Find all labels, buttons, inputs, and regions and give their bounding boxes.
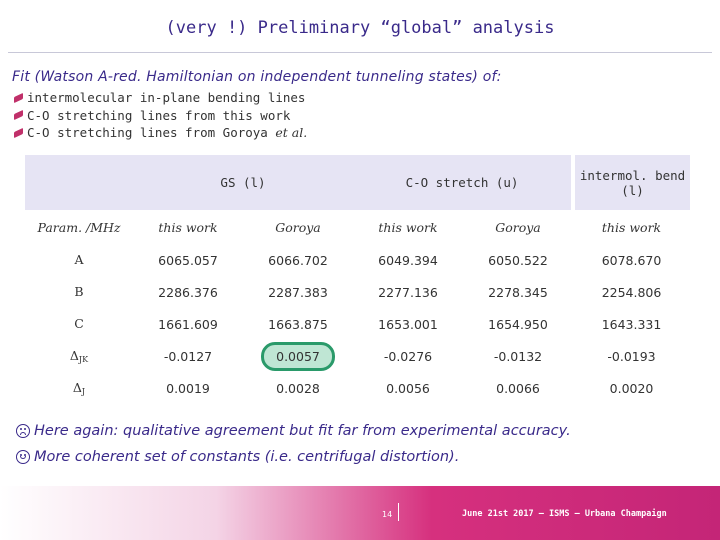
table-row: ΔJK -0.0127 0.0057 -0.0276 -0.0132 -0.01… xyxy=(25,340,690,372)
remark-sad-text: Here again: qualitative agreement but fi… xyxy=(34,423,571,439)
header-blank-cell xyxy=(25,155,133,210)
bullet-text: intermolecular in-plane bending lines xyxy=(27,90,306,106)
remark-sad: Here again: qualitative agreement but fi… xyxy=(16,423,571,439)
bullet-text: C-O stretching lines from this work xyxy=(27,107,291,123)
bullet-item: C-O stretching lines from Goroya et al. xyxy=(14,124,307,142)
title-divider xyxy=(8,52,712,53)
table-cell: -0.0193 xyxy=(607,348,656,364)
sub-header-cell: Param. /MHz xyxy=(37,219,121,235)
table-cell: 2287.383 xyxy=(268,284,328,300)
table-row: A 6065.057 6066.702 6049.394 6050.522 60… xyxy=(25,244,690,276)
sub-header-cell: Goroya xyxy=(275,219,321,235)
highlighted-value: 0.0057 xyxy=(261,341,335,371)
slide-title: (very !) Preliminary “global” analysis xyxy=(165,18,555,38)
table-cell: 6066.702 xyxy=(268,252,328,268)
param-name: B xyxy=(74,284,84,299)
table-cell: 1643.331 xyxy=(601,316,662,332)
sub-header-cell: this work xyxy=(378,219,438,235)
happy-face-icon xyxy=(16,450,30,464)
bullet-item: C-O stretching lines from this work xyxy=(14,107,307,125)
bullet-icon xyxy=(14,127,23,138)
remark-happy-text: More coherent set of constants (i.e. cen… xyxy=(34,449,460,465)
footer-band xyxy=(0,486,720,540)
header-co-stretch: C-O stretch (u) xyxy=(353,155,574,210)
table-cell: 1663.875 xyxy=(268,316,328,332)
table-cell: 6065.057 xyxy=(158,252,218,268)
table-cell: 0.0020 xyxy=(609,380,654,396)
table-row: B 2286.376 2287.383 2277.136 2278.345 22… xyxy=(25,276,690,308)
bullet-list: intermolecular in-plane bending lines C-… xyxy=(14,89,307,142)
bullet-icon xyxy=(14,110,23,121)
parameters-table: GS (l) C-O stretch (u) intermol. bend (l… xyxy=(25,155,691,404)
table-cell: 0.0066 xyxy=(496,380,540,396)
header-intermol-bend: intermol. bend (l) xyxy=(571,155,691,210)
remark-happy: More coherent set of constants (i.e. cen… xyxy=(16,449,459,465)
table-cell: -0.0127 xyxy=(163,348,213,364)
table-cell: 1653.001 xyxy=(378,316,438,332)
table-cell: 1661.609 xyxy=(158,316,218,332)
table-cell: 1654.950 xyxy=(488,316,548,332)
fit-description: Fit (Watson A-red. Hamiltonian on indepe… xyxy=(12,69,502,85)
table-cell: 2254.806 xyxy=(601,284,662,300)
sub-header-cell: this work xyxy=(601,219,662,235)
bullet-citation: et al. xyxy=(275,125,308,141)
param-name: ΔJK xyxy=(69,348,89,364)
table-cell: 6050.522 xyxy=(488,252,548,268)
table-cell: -0.0276 xyxy=(383,348,433,364)
param-name: C xyxy=(74,316,84,331)
bullet-item: intermolecular in-plane bending lines xyxy=(14,89,307,107)
table-cell: -0.0132 xyxy=(493,348,543,364)
sad-face-icon xyxy=(16,424,30,438)
page-number: 14 xyxy=(382,510,393,519)
table-row: ΔJ 0.0019 0.0028 0.0056 0.0066 0.0020 xyxy=(25,372,690,404)
sub-header-cell: this work xyxy=(158,219,218,235)
table-cell: 0.0019 xyxy=(166,380,210,396)
footer-text: June 21st 2017 – ISMS – Urbana Champaign xyxy=(462,509,667,519)
bullet-icon xyxy=(14,92,23,103)
table-cell: 2278.345 xyxy=(488,284,548,300)
table-cell: 2286.376 xyxy=(158,284,218,300)
header-ground-state: GS (l) xyxy=(133,155,353,210)
table-cell: 2277.136 xyxy=(378,284,438,300)
footer-divider xyxy=(398,503,399,521)
bullet-text: C-O stretching lines from Goroya xyxy=(27,125,276,141)
param-name: A xyxy=(74,252,84,267)
highlighted-cell: 0.0057 xyxy=(243,340,353,372)
table-cell: 0.0028 xyxy=(276,380,320,396)
table-cell: 0.0056 xyxy=(386,380,430,396)
table-sub-header-row: Param. /MHz this work Goroya this work G… xyxy=(25,210,690,244)
table-cell: 6049.394 xyxy=(378,252,438,268)
param-name: ΔJ xyxy=(72,380,86,396)
table-group-header-row: GS (l) C-O stretch (u) intermol. bend (l… xyxy=(25,155,691,210)
table-row: C 1661.609 1663.875 1653.001 1654.950 16… xyxy=(25,308,690,340)
table-cell: 6078.670 xyxy=(601,252,662,268)
sub-header-cell: Goroya xyxy=(495,219,541,235)
